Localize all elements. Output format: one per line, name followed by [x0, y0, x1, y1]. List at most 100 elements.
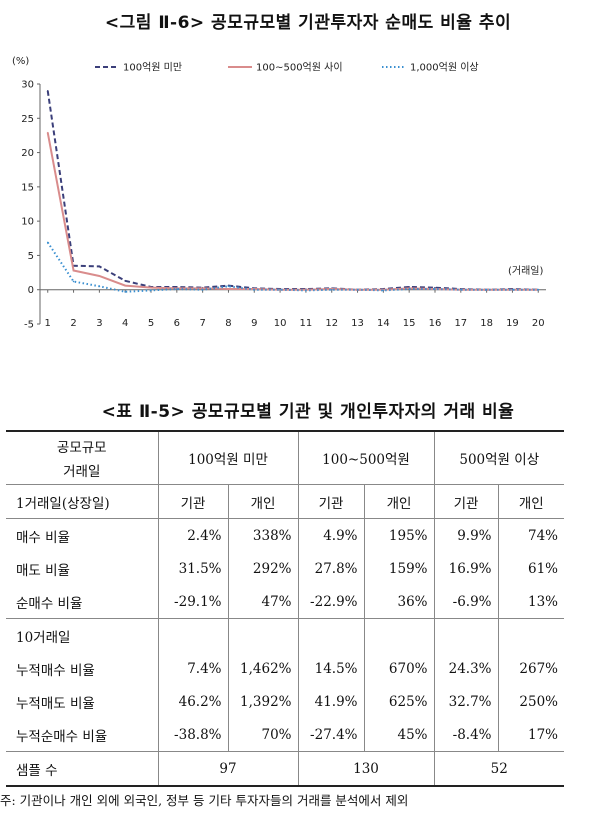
- corner-cell: 공모규모 거래일: [6, 430, 158, 485]
- data-point: [150, 286, 152, 289]
- subheader-row: 1거래일(상장일) 기관 개인 기관 개인 기관 개인: [6, 484, 564, 519]
- table-cell: 32.7%: [433, 685, 498, 718]
- subheader-cell: 기관: [433, 484, 498, 519]
- table-cell: 61%: [497, 552, 564, 585]
- series-line: [46, 132, 539, 291]
- table-cell: 267%: [497, 652, 564, 685]
- data-point: [72, 269, 75, 272]
- row-label: 누적순매수 비율: [16, 728, 108, 745]
- group-header: 500억원 이상: [433, 430, 564, 485]
- data-point: [201, 288, 204, 291]
- footnote: 주: 기관이나 개인 외에 외국인, 정부 등 기타 투자자들의 거래를 분석에…: [0, 793, 409, 808]
- data-point: [253, 288, 256, 291]
- x-tick-label: 8: [225, 318, 231, 329]
- table-cell: 31.5%: [157, 552, 228, 585]
- data-point: [382, 289, 385, 292]
- x-tick-label: 14: [377, 318, 390, 329]
- group-header: 100억원 미만: [157, 430, 298, 485]
- x-tick-label: 13: [351, 318, 364, 329]
- sample-value: 52: [433, 751, 564, 787]
- row-label: 순매수 비율: [16, 595, 83, 612]
- data-point: [176, 288, 178, 290]
- table-cell: 13%: [497, 585, 564, 619]
- section-row: 10거래일: [6, 618, 564, 652]
- x-tick-label: 15: [403, 318, 416, 329]
- y-tick-label: 30: [21, 80, 34, 91]
- table-cell: -29.1%: [157, 585, 228, 619]
- x-tick-label: 17: [454, 318, 467, 329]
- line-chart: (%) 100억원 미만 100~500억원 사이 1,000억원 이상 -5 0 5 1…: [12, 56, 546, 331]
- table-cell: 195%: [363, 518, 434, 552]
- table-cell: 46.2%: [157, 685, 228, 718]
- table-row: 누적매수 비율 7.4% 1,462% 14.5% 670% 24.3% 267%: [6, 652, 564, 685]
- x-tick-label: 7: [199, 318, 205, 329]
- table-cell: 45%: [363, 718, 434, 752]
- data-point: [485, 288, 488, 291]
- data-point: [98, 265, 101, 268]
- data-point: [408, 288, 410, 290]
- table-row: 누적매도 비율 46.2% 1,392% 41.9% 625% 32.7% 250%: [6, 685, 564, 718]
- table-cell: 338%: [227, 518, 298, 552]
- corner-top-label: 공모규모: [56, 440, 107, 456]
- table-cell: 292%: [227, 552, 298, 585]
- y-tick-label: 20: [21, 148, 34, 159]
- x-tick-label: 4: [122, 318, 128, 329]
- x-tick-label: 2: [70, 318, 76, 329]
- data-point: [98, 285, 101, 288]
- data-point: [46, 241, 49, 244]
- subheader-cell: 개인: [363, 484, 434, 519]
- data-point: [356, 288, 359, 291]
- table-row: 순매수 비율 -29.1% 47% -22.9% 36% -6.9% 13%: [6, 585, 564, 619]
- x-tick-label: 11: [300, 318, 313, 329]
- x-tick-label: 9: [251, 318, 257, 329]
- corner-bottom-label: 거래일: [63, 464, 101, 480]
- subheader-label: 1거래일(상장일): [6, 484, 158, 519]
- x-tick-label: 5: [148, 318, 154, 329]
- table-cell: 1,392%: [227, 685, 298, 718]
- table-cell: 2.4%: [157, 518, 228, 552]
- table-cell: -22.9%: [297, 585, 364, 619]
- header-row: 공모규모 거래일 100억원 미만 100~500억원 500억원 이상: [6, 430, 564, 485]
- data-point: [46, 131, 49, 134]
- y-unit-label: (%): [12, 56, 29, 67]
- data-point: [124, 284, 126, 287]
- y-tick-label: -5: [24, 320, 34, 331]
- table-cell: -8.4%: [433, 718, 498, 752]
- x-tick-label: 10: [274, 318, 287, 329]
- x-tick-label: 18: [480, 318, 493, 329]
- chart-series: [46, 90, 540, 293]
- trading-ratio-table: 공모규모 거래일 100억원 미만 100~500억원 500억원 이상 1거래…: [6, 430, 564, 787]
- table-cell: 670%: [363, 652, 434, 685]
- data-point: [330, 288, 333, 291]
- data-point: [98, 275, 101, 277]
- row-label: 매도 비율: [16, 562, 70, 579]
- data-point: [124, 280, 126, 282]
- chart-legend: 100억원 미만 100~500억원 사이 1,000억원 이상: [95, 62, 479, 74]
- legend-label: 100~500억원 사이: [256, 62, 343, 74]
- row-label: 누적매수 비율: [16, 662, 95, 679]
- table-cell: 7.4%: [157, 652, 228, 685]
- subheader-cell: 기관: [297, 484, 364, 519]
- x-tick-label: 6: [174, 318, 180, 329]
- table-cell: 36%: [363, 585, 434, 619]
- data-point: [305, 289, 307, 292]
- x-tick-label: 1: [45, 318, 51, 329]
- table-cell: -27.4%: [297, 718, 364, 752]
- row-label: 매수 비율: [16, 529, 70, 546]
- data-point: [460, 288, 462, 291]
- data-point: [227, 288, 230, 290]
- data-point: [537, 288, 540, 291]
- section-label: 10거래일: [6, 618, 158, 652]
- table-cell: 74%: [497, 518, 564, 552]
- x-tick-label: 12: [325, 318, 338, 329]
- x-tick-label: 19: [506, 318, 519, 329]
- table-cell: 47%: [227, 585, 298, 619]
- table-cell: 41.9%: [297, 685, 364, 718]
- table-title: <표 Ⅱ-5> 공모규모별 기관 및 개인투자자의 거래 비율: [101, 402, 515, 422]
- table-cell: 159%: [363, 552, 434, 585]
- table-cell: 16.9%: [433, 552, 498, 585]
- data-point: [72, 280, 75, 283]
- x-tick-label: 16: [429, 318, 442, 329]
- table-cell: 9.9%: [433, 518, 498, 552]
